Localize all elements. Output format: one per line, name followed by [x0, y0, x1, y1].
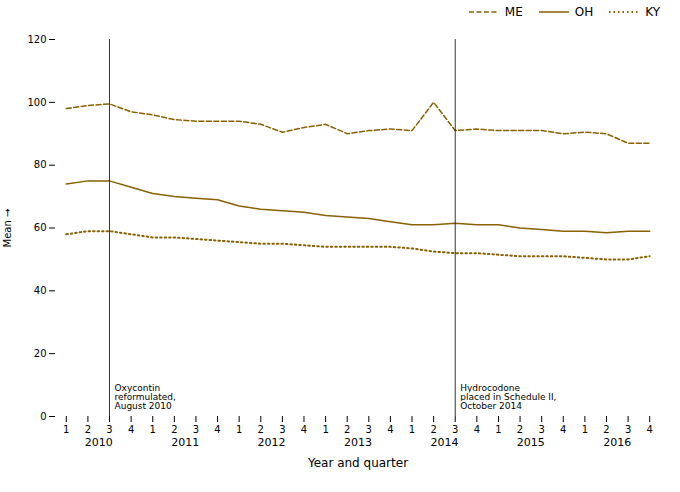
svg-text:4: 4 [647, 424, 653, 435]
svg-text:0: 0 [40, 411, 46, 422]
svg-text:1: 1 [582, 424, 588, 435]
svg-text:1: 1 [409, 424, 415, 435]
svg-text:2015: 2015 [517, 436, 545, 449]
svg-text:Oxycontinreformulated,August 2: Oxycontinreformulated,August 2010 [115, 383, 176, 411]
svg-text:20: 20 [34, 348, 47, 359]
svg-text:Hydrocodoneplaced in Schedule: Hydrocodoneplaced in Schedule II,October… [460, 383, 556, 411]
svg-text:4: 4 [301, 424, 307, 435]
svg-text:2: 2 [344, 424, 350, 435]
svg-text:3: 3 [366, 424, 372, 435]
svg-text:2: 2 [85, 424, 91, 435]
svg-text:4: 4 [474, 424, 480, 435]
svg-text:4: 4 [387, 424, 393, 435]
html-text:ME: ME [504, 5, 523, 19]
svg-text:2012: 2012 [258, 436, 286, 449]
svg-text:2013: 2013 [344, 436, 372, 449]
svg-text:3: 3 [106, 424, 112, 435]
svg-text:4: 4 [214, 424, 220, 435]
svg-text:3: 3 [279, 424, 285, 435]
svg-text:Year and quarter: Year and quarter [307, 456, 408, 470]
svg-text:2014: 2014 [430, 436, 458, 449]
svg-text:1: 1 [322, 424, 328, 435]
svg-text:4: 4 [560, 424, 566, 435]
svg-text:80: 80 [34, 159, 47, 170]
svg-text:3: 3 [193, 424, 199, 435]
svg-text:120: 120 [27, 34, 46, 45]
svg-text:2: 2 [258, 424, 264, 435]
svg-text:2010: 2010 [85, 436, 113, 449]
html-text:OH: OH [574, 5, 594, 19]
svg-text:1: 1 [63, 424, 69, 435]
svg-text:60: 60 [34, 222, 47, 233]
svg-text:4: 4 [128, 424, 134, 435]
svg-text:2: 2 [517, 424, 523, 435]
html-text:KY: KY [645, 5, 660, 19]
svg-text:2: 2 [171, 424, 177, 435]
svg-text:3: 3 [452, 424, 458, 435]
svg-text:2: 2 [603, 424, 609, 435]
svg-text:2011: 2011 [171, 436, 199, 449]
svg-text:100: 100 [27, 97, 46, 108]
svg-text:1: 1 [150, 424, 156, 435]
svg-text:3: 3 [625, 424, 631, 435]
svg-text:Mean →: Mean → [2, 209, 13, 248]
svg-text:3: 3 [538, 424, 544, 435]
svg-text:2016: 2016 [603, 436, 631, 449]
svg-text:2: 2 [430, 424, 436, 435]
svg-text:1: 1 [236, 424, 242, 435]
svg-text:1: 1 [495, 424, 501, 435]
svg-text:40: 40 [34, 285, 47, 296]
